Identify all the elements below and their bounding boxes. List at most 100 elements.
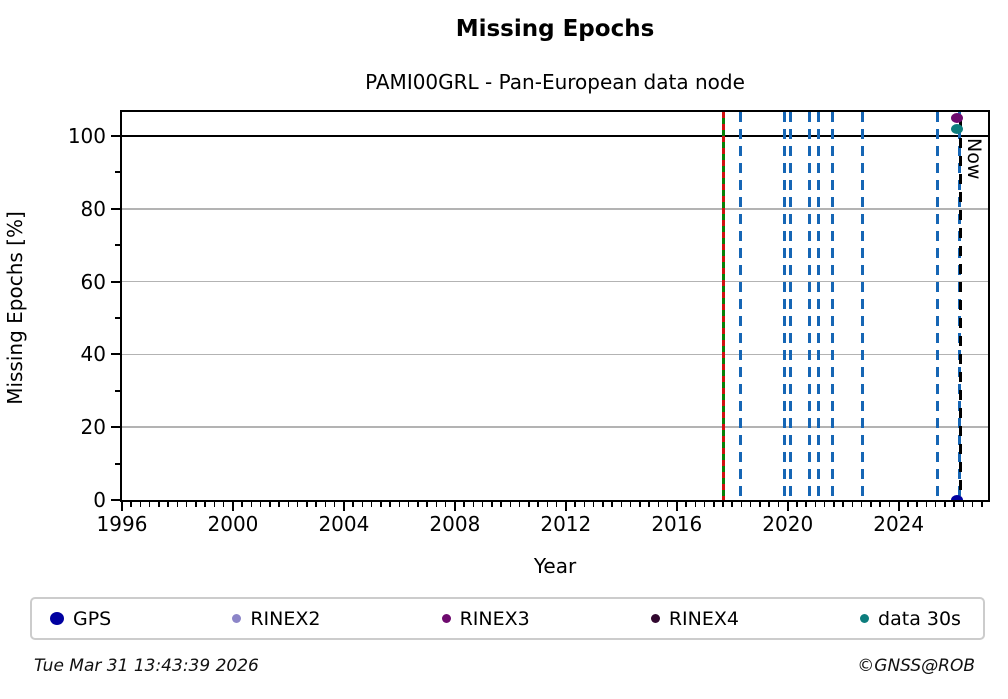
x-minor-tick — [759, 502, 761, 507]
x-minor-tick — [611, 502, 613, 507]
x-tick-label: 1996 — [96, 512, 148, 536]
now-annotation: Now — [963, 138, 985, 180]
x-minor-tick — [370, 502, 373, 507]
x-minor-tick — [602, 502, 604, 507]
x-minor-tick — [546, 502, 549, 507]
copyright-credit: ©GNSS@ROB — [857, 656, 975, 676]
x-axis-label: Year — [533, 554, 577, 578]
x-minor-tick — [148, 502, 151, 507]
y-gridline — [122, 353, 988, 356]
x-minor-tick — [879, 502, 881, 507]
x-minor-tick — [472, 502, 475, 507]
x-major-tick — [786, 502, 789, 511]
x-minor-tick — [352, 502, 354, 507]
x-minor-tick — [518, 502, 521, 507]
x-minor-tick — [703, 502, 706, 507]
x-minor-tick — [259, 502, 262, 507]
y-tick-label: 20 — [80, 415, 106, 440]
legend-label: RINEX2 — [250, 607, 321, 630]
x-minor-tick — [195, 502, 197, 507]
x-minor-tick — [722, 502, 724, 507]
hundred-percent-line — [122, 134, 988, 138]
legend-entry-rinex2: RINEX2 — [232, 608, 320, 630]
y-tick-label: 0 — [93, 488, 106, 512]
event-vline-blue — [830, 112, 834, 500]
y-major-tick — [111, 426, 120, 429]
y-gridline — [122, 426, 988, 428]
x-minor-tick — [250, 502, 253, 507]
red-dash-overlay — [722, 112, 726, 500]
x-minor-tick — [500, 502, 502, 507]
x-minor-tick — [740, 502, 743, 507]
x-minor-tick — [158, 502, 160, 507]
x-tick-label: 2016 — [651, 512, 703, 536]
x-tick-label: 2020 — [762, 512, 814, 536]
event-vline-blue — [808, 112, 812, 500]
y-axis-label: Missing Epochs [%] — [3, 211, 27, 405]
y-tick-label: 80 — [80, 196, 106, 221]
x-minor-tick — [426, 502, 428, 507]
x-minor-tick — [823, 502, 826, 507]
y-minor-tick — [115, 171, 120, 174]
x-minor-tick — [666, 502, 669, 507]
legend-label: RINEX3 — [459, 607, 530, 630]
event-vline-blue — [783, 112, 787, 500]
x-minor-tick — [777, 502, 780, 507]
x-tick-label: 2012 — [540, 512, 592, 536]
x-minor-tick — [537, 502, 539, 507]
x-minor-tick — [657, 502, 660, 507]
x-minor-tick — [222, 502, 225, 507]
y-minor-tick — [115, 389, 120, 392]
x-minor-tick — [888, 502, 891, 507]
x-minor-tick — [296, 502, 299, 507]
y-minor-tick — [115, 462, 120, 465]
x-minor-tick — [629, 502, 632, 507]
y-gridline — [122, 280, 988, 283]
x-major-tick — [342, 502, 345, 511]
event-vline-blue — [936, 112, 940, 500]
x-minor-tick — [398, 502, 401, 507]
data-point-rinex3 — [950, 112, 963, 123]
x-tick-label: 2024 — [873, 512, 925, 536]
plot-timestamp: Tue Mar 31 13:43:39 2026 — [34, 656, 259, 676]
x-tick-label: 2000 — [207, 512, 259, 536]
y-major-tick — [111, 207, 120, 210]
x-minor-tick — [731, 502, 733, 507]
x-minor-tick — [213, 502, 216, 507]
y-tick-label: 60 — [80, 269, 106, 294]
x-minor-tick — [380, 502, 382, 507]
x-minor-tick — [981, 502, 983, 507]
x-minor-tick — [907, 502, 909, 507]
x-minor-tick — [463, 502, 465, 507]
x-major-tick — [231, 502, 234, 511]
legend-entry-data-30s: data 30s — [860, 608, 961, 630]
x-minor-tick — [269, 502, 271, 507]
x-minor-tick — [204, 502, 206, 507]
y-minor-tick — [115, 317, 120, 319]
y-major-tick — [111, 135, 120, 138]
x-minor-tick — [444, 502, 447, 507]
legend-marker-icon — [441, 614, 451, 623]
x-major-tick — [453, 502, 456, 511]
x-minor-tick — [287, 502, 290, 507]
x-minor-tick — [491, 502, 493, 507]
y-major-tick — [111, 280, 120, 283]
x-minor-tick — [333, 502, 336, 507]
x-minor-tick — [389, 502, 391, 507]
y-major-tick — [111, 353, 120, 356]
x-minor-tick — [925, 502, 928, 507]
chart-subtitle: PAMI00GRL - Pan-European data node — [365, 70, 745, 94]
event-vline-blue — [816, 112, 820, 500]
x-minor-tick — [278, 502, 280, 507]
x-minor-tick — [953, 502, 955, 507]
x-tick-label: 2004 — [318, 512, 370, 536]
x-minor-tick — [842, 502, 844, 507]
x-minor-tick — [324, 502, 327, 507]
x-minor-tick — [814, 502, 817, 507]
x-minor-tick — [934, 502, 937, 507]
x-minor-tick — [713, 502, 715, 507]
event-vline-blue — [739, 112, 743, 500]
x-minor-tick — [944, 502, 946, 507]
event-vline-green-red — [722, 112, 726, 500]
